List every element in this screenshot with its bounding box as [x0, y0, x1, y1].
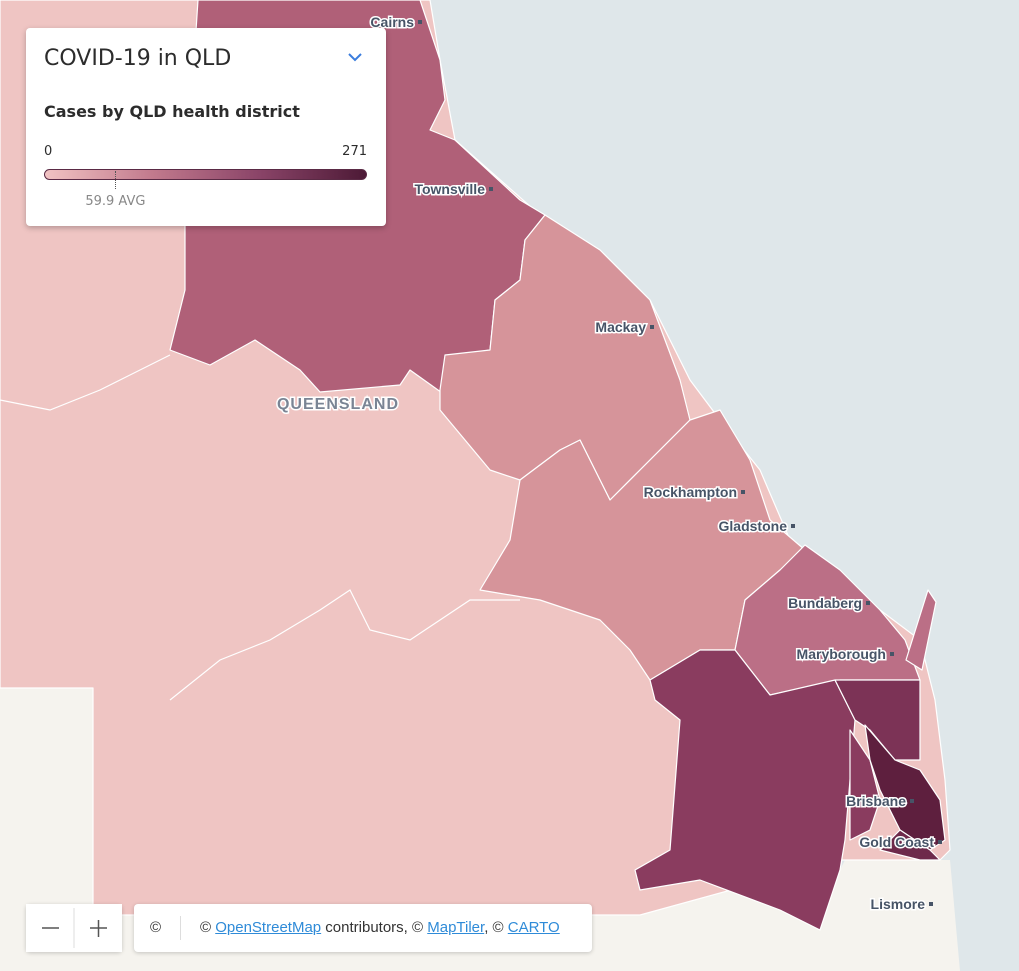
city-label: Brisbane — [846, 793, 906, 809]
region-darling-downs — [634, 649, 856, 931]
region-west-moreton — [849, 729, 881, 841]
legend-min: 0 — [44, 144, 53, 159]
carto-link[interactable]: CARTO — [507, 919, 560, 936]
zoom-in[interactable] — [75, 904, 122, 952]
zoom-control — [26, 904, 122, 952]
city-label: Gladstone — [719, 518, 788, 534]
city-dot — [866, 601, 870, 605]
avg-marker — [115, 171, 117, 189]
city-label: Mackay — [595, 319, 646, 335]
region-brisbane — [864, 724, 946, 851]
city-dot — [890, 652, 894, 656]
city-label: Maryborough — [797, 646, 886, 662]
city-dot — [489, 187, 493, 191]
region-mackay — [439, 214, 691, 501]
border — [0, 354, 171, 411]
city-label: Cairns — [370, 14, 414, 30]
attribution-icon[interactable]: © — [150, 919, 162, 936]
city-dot — [741, 490, 745, 494]
region-central — [479, 409, 806, 681]
region-label: QUEENSLAND — [277, 396, 399, 413]
city-label: Gold Coast — [859, 834, 934, 850]
region-gold-coast — [879, 829, 941, 861]
city-dot — [418, 20, 422, 24]
legend-panel: COVID-19 in QLD Cases by QLD health dist… — [26, 28, 386, 226]
attr-text: contributors, © — [321, 919, 428, 936]
color-scale — [44, 169, 367, 180]
city-dot — [929, 902, 933, 906]
border — [169, 589, 520, 701]
maptiler-link[interactable]: MapTiler — [427, 919, 485, 936]
zoom-buttons — [26, 904, 122, 952]
attr-text: , © — [484, 919, 508, 936]
legend-max: 271 — [342, 144, 367, 159]
legend-subtitle: Cases by QLD health district — [44, 102, 300, 121]
city-dot — [910, 799, 914, 803]
legend-title: COVID-19 in QLD — [44, 46, 232, 71]
city-label: Bundaberg — [788, 595, 862, 611]
city-dot — [791, 524, 795, 528]
city-label: Lismore — [871, 896, 926, 912]
region-fraser — [905, 589, 937, 671]
attr-text: © — [200, 919, 216, 936]
osm-link[interactable]: OpenStreetMap — [215, 919, 322, 936]
city-label: Rockhampton — [644, 484, 737, 500]
nsw-land — [0, 688, 960, 971]
city-dot — [938, 840, 942, 844]
zoom-out[interactable] — [26, 904, 74, 952]
attribution: © © OpenStreetMap contributors, © MapTil… — [134, 904, 592, 952]
city-dot — [650, 325, 654, 329]
city-label: Townsville — [414, 181, 485, 197]
collapse-toggle[interactable] — [348, 52, 362, 62]
avg-label: 59.9 AVG — [85, 194, 146, 209]
